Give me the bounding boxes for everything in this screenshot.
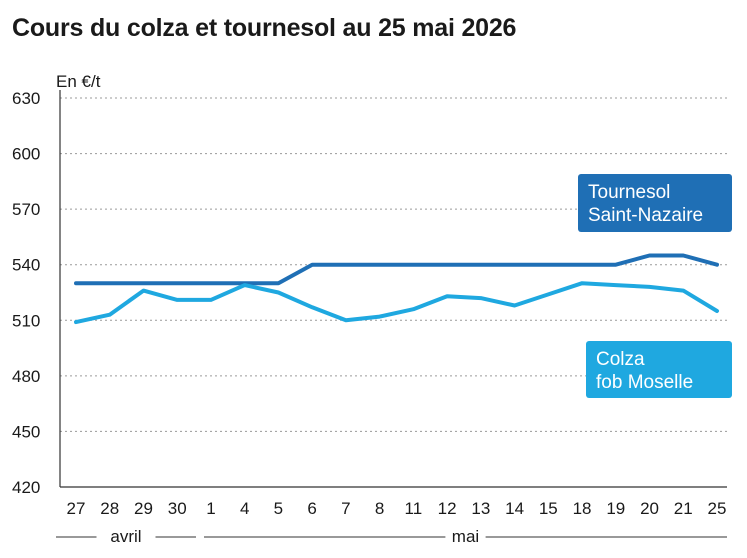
y-axis-unit-label: En €/t	[56, 72, 101, 91]
legend-label: Saint-Nazaire	[588, 205, 703, 226]
y-tick-labels: 420 450 480 510 540 570 600 630	[12, 89, 40, 497]
y-tick-label: 630	[12, 89, 40, 108]
x-tick-label: 18	[573, 499, 592, 518]
y-tick-label: 570	[12, 200, 40, 219]
x-tick-label: 7	[341, 499, 350, 518]
x-tick-label: 27	[67, 499, 86, 518]
x-tick-label: 30	[168, 499, 187, 518]
chart-title: Cours du colza et tournesol au 25 mai 20…	[12, 14, 517, 42]
x-tick-label: 12	[438, 499, 457, 518]
legend-label: Colza	[596, 349, 645, 370]
x-tick-label: 21	[674, 499, 693, 518]
series-line-tournesol	[74, 253, 719, 286]
x-tick-label: 15	[539, 499, 558, 518]
x-tick-label: 29	[134, 499, 153, 518]
legend-box	[586, 341, 732, 398]
x-tick-label: 25	[708, 499, 727, 518]
month-label: mai	[452, 527, 479, 546]
y-tick-label: 450	[12, 422, 40, 441]
x-tick-label: 19	[606, 499, 625, 518]
x-tick-label: 20	[640, 499, 659, 518]
x-tick-label: 1	[206, 499, 215, 518]
x-tick-label: 5	[274, 499, 283, 518]
month-label: avril	[110, 527, 141, 546]
legend-box	[578, 174, 732, 232]
y-tick-label: 420	[12, 478, 40, 497]
legend-label: fob Moselle	[596, 372, 693, 393]
legend-label: Tournesol	[588, 182, 670, 203]
month-labels: avril mai	[56, 527, 727, 546]
axes: En €/t	[56, 72, 727, 488]
series-lines	[74, 253, 719, 325]
y-tick-label: 480	[12, 367, 40, 386]
x-tick-label: 4	[240, 499, 249, 518]
x-tick-label: 14	[505, 499, 524, 518]
x-tick-label: 6	[307, 499, 316, 518]
y-tick-label: 510	[12, 311, 40, 330]
x-tick-labels: 27 28 29 30 1 4 5 6 7 8 11 12 13 14 15 18 19 20 21 25	[67, 499, 727, 518]
x-tick-label: 28	[100, 499, 119, 518]
y-tick-label: 540	[12, 256, 40, 275]
x-tick-label: 11	[405, 499, 423, 518]
series-line-colza	[74, 281, 719, 325]
x-tick-label: 13	[471, 499, 490, 518]
x-tick-label: 8	[375, 499, 384, 518]
y-tick-label: 600	[12, 145, 40, 164]
